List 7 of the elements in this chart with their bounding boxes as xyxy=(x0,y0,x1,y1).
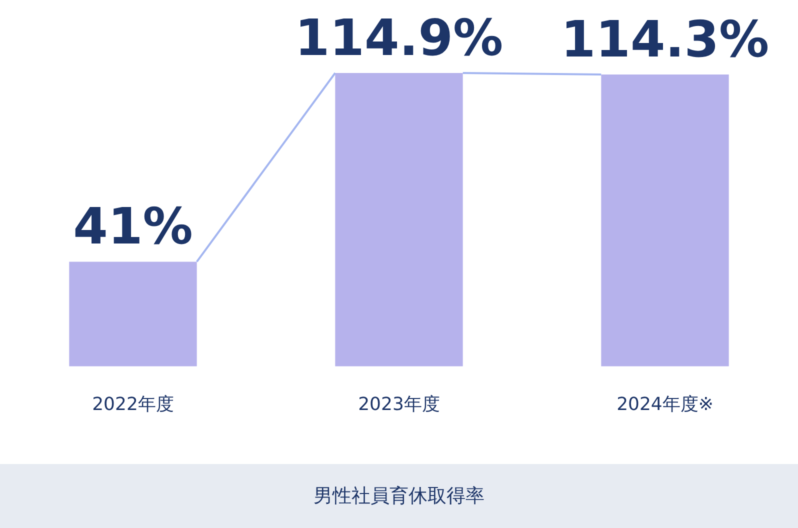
data-label: 41% xyxy=(73,198,193,256)
x-tick-label: 2022年度 xyxy=(92,394,174,415)
text: 男性社員育休取得率 xyxy=(0,464,798,528)
x-tick-label: 2023年度 xyxy=(358,394,440,415)
x-tick-label: 2024年度※ xyxy=(616,394,714,415)
data-label: 114.9% xyxy=(294,9,504,68)
data-label: 114.3% xyxy=(560,10,770,69)
